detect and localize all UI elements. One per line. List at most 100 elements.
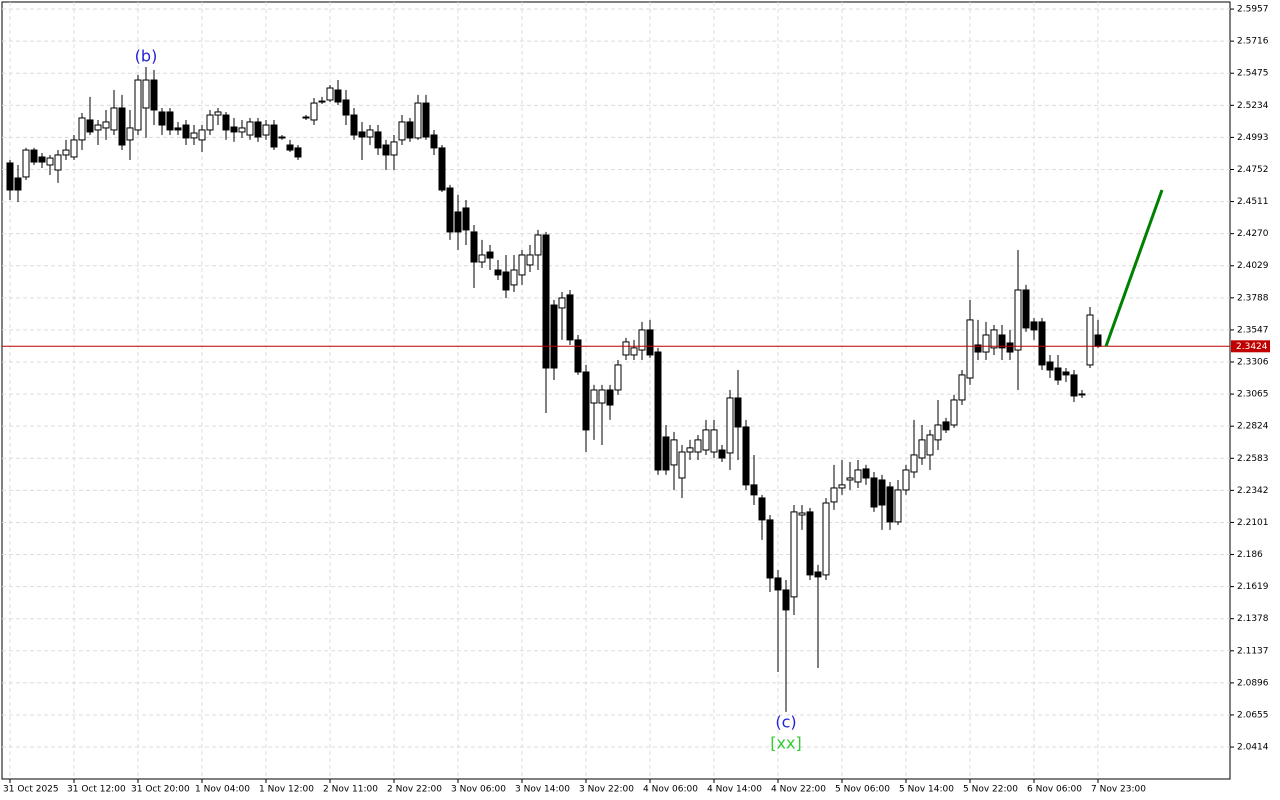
candle-body <box>166 111 174 131</box>
candle-body <box>334 89 342 103</box>
candle-body <box>606 389 614 406</box>
candle-body <box>1038 321 1046 366</box>
wave-label: [xx] <box>770 733 801 752</box>
x-tick-label: 5 Nov 06:00 <box>835 785 890 795</box>
candle-body <box>414 102 422 139</box>
candle-body <box>646 329 654 356</box>
y-tick-label: 2.4270 <box>1237 229 1269 239</box>
candle-body <box>462 207 470 231</box>
candle-body <box>502 271 510 291</box>
candle-body <box>6 162 14 191</box>
price-label: 2.3424 <box>1236 342 1268 352</box>
candle-body <box>926 434 934 456</box>
candle-body <box>294 147 302 158</box>
x-tick-label: 3 Nov 06:00 <box>451 785 506 795</box>
candle-body <box>110 107 118 131</box>
x-tick-label: 7 Nov 23:00 <box>1091 785 1146 795</box>
candle-body <box>486 251 494 259</box>
candle-body <box>190 132 198 139</box>
y-tick-label: 2.2824 <box>1237 422 1269 432</box>
candle-body <box>742 426 750 486</box>
x-tick-label: 4 Nov 14:00 <box>707 785 762 795</box>
candle-body <box>286 144 294 151</box>
x-tick-label: 31 Oct 2025 <box>3 785 59 795</box>
candle-body <box>1054 367 1062 381</box>
candle-body <box>390 141 398 156</box>
candle-body <box>854 469 862 483</box>
candle-body <box>814 571 822 578</box>
candle-body <box>342 99 350 116</box>
candle-body <box>734 397 742 428</box>
candle-body <box>542 234 550 369</box>
candle-body <box>710 429 718 453</box>
candle-body <box>726 397 734 454</box>
candle-body <box>942 421 950 431</box>
candle-body <box>478 254 486 263</box>
candle-body <box>78 117 86 141</box>
candle-body <box>46 157 54 166</box>
y-tick-label: 2.3788 <box>1237 293 1269 303</box>
y-tick-label: 2.4993 <box>1237 133 1269 143</box>
candle-body <box>446 187 454 233</box>
candle-body <box>670 439 678 466</box>
candle-body <box>766 519 774 579</box>
candle-body <box>838 484 846 489</box>
candle-body <box>870 477 878 508</box>
candle-body <box>526 254 534 266</box>
candle-body <box>950 399 958 426</box>
candle-body <box>126 127 134 141</box>
candle-body <box>654 351 662 471</box>
candle-body <box>374 131 382 149</box>
candle-body <box>1014 289 1022 351</box>
candle-body <box>238 127 246 133</box>
candle-body <box>270 124 278 148</box>
candle-body <box>174 127 182 131</box>
candle-body <box>566 294 574 341</box>
candle-body <box>1094 334 1102 347</box>
candle-body <box>310 102 318 121</box>
candle-body <box>558 297 566 309</box>
y-tick-label: 2.1378 <box>1237 614 1269 624</box>
candle-body <box>862 468 870 479</box>
candle-body <box>694 439 702 453</box>
y-tick-label: 2.3065 <box>1237 390 1269 400</box>
candle-body <box>598 389 606 404</box>
candle-body <box>118 107 126 146</box>
candle-body <box>886 486 894 523</box>
candle-body <box>982 334 990 353</box>
candle-body <box>318 100 326 103</box>
price-label-box <box>1231 340 1270 353</box>
candle-body <box>278 136 286 139</box>
candle-body <box>806 511 814 576</box>
x-tick-label: 1 Nov 12:00 <box>259 785 314 795</box>
candle-body <box>590 389 598 404</box>
candle-body <box>894 489 902 523</box>
y-tick-label: 2.5475 <box>1237 69 1269 79</box>
candle-body <box>86 119 94 133</box>
y-tick-label: 2.3306 <box>1237 358 1269 368</box>
candle-body <box>422 102 430 138</box>
candle-body <box>454 211 462 233</box>
y-tick-label: 2.4029 <box>1237 261 1269 271</box>
candle-body <box>470 231 478 263</box>
candle-body <box>22 149 30 178</box>
candle-body <box>1078 393 1086 396</box>
y-tick-label: 2.2342 <box>1237 486 1269 496</box>
candle-body <box>214 111 222 116</box>
candle-body <box>134 79 142 131</box>
y-tick-label: 2.3547 <box>1237 325 1269 335</box>
y-tick-label: 2.2583 <box>1237 454 1269 464</box>
wave-label: (b) <box>135 46 158 65</box>
candle-body <box>966 319 974 379</box>
candle-body <box>518 254 526 276</box>
x-tick-label: 2 Nov 11:00 <box>323 785 378 795</box>
candle-body <box>102 121 110 129</box>
candle-body <box>62 149 70 156</box>
candle-body <box>38 156 46 163</box>
candle-body <box>846 477 854 481</box>
candle-body <box>14 177 22 191</box>
candle-body <box>790 511 798 598</box>
candle-body <box>1006 342 1014 353</box>
x-tick-label: 6 Nov 06:00 <box>1027 785 1082 795</box>
